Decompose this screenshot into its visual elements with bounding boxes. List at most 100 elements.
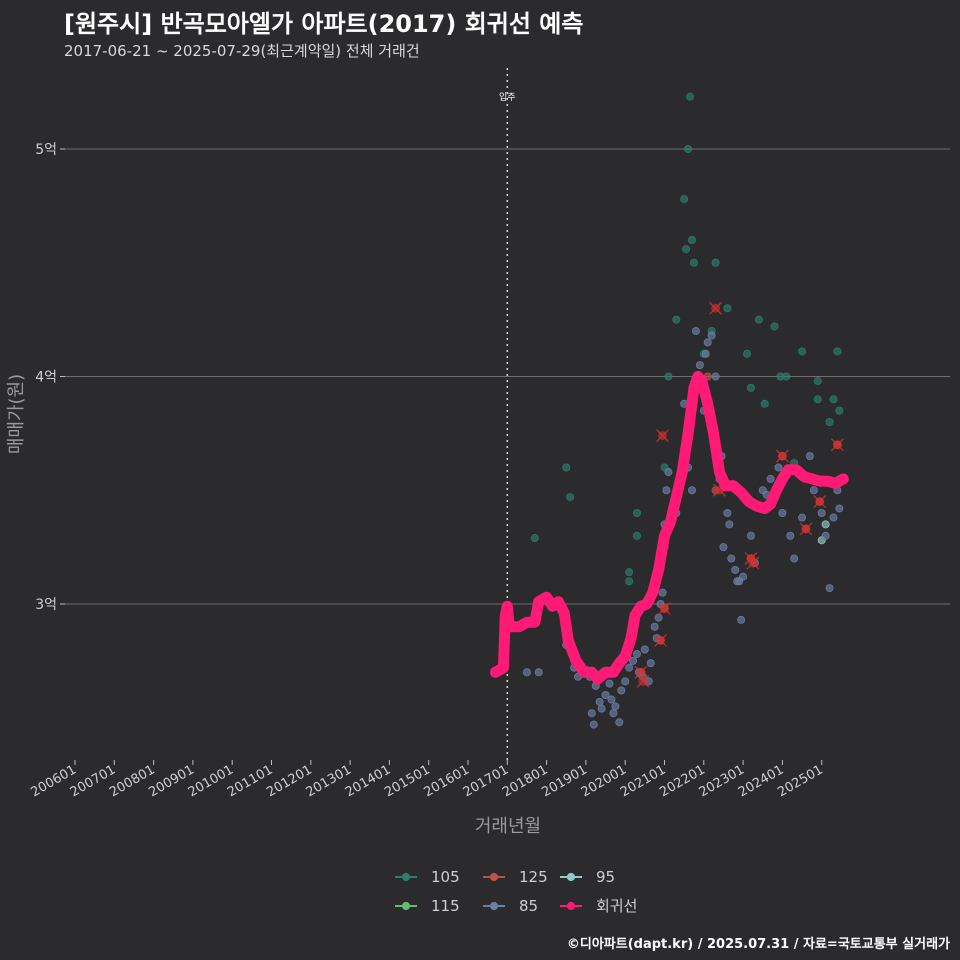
outlier-cross [709,301,723,315]
chart-subtitle: 2017-06-21 ~ 2025-07-29(최근계약일) 전체 거래건 [64,42,420,60]
point-85 [723,508,732,517]
legend-label-105: 105 [431,868,460,886]
point-85 [825,584,834,593]
point-85 [632,650,641,659]
point-85 [522,668,531,677]
point-105 [684,144,693,153]
point-85 [731,565,740,574]
legend-label-85: 85 [519,897,538,915]
point-105 [566,493,575,502]
point-105 [625,568,634,577]
point-85 [597,704,606,713]
point-85 [621,677,630,686]
point-85 [798,513,807,522]
legend-label-125: 125 [519,868,548,886]
point-105 [625,577,634,586]
point-105 [754,315,763,324]
point-85 [605,679,614,688]
point-85 [711,372,720,381]
point-105 [688,235,697,244]
point-85 [640,645,649,654]
point-105 [798,347,807,356]
point-85 [615,718,624,727]
point-85 [607,695,616,704]
point-105 [829,395,838,404]
y-tick-label: 4억 [35,370,57,386]
point-85 [691,326,700,335]
point-105 [813,395,822,404]
point-85 [766,474,775,483]
point-105 [770,322,779,331]
point-85 [790,554,799,563]
legend-label-회귀선: 회귀선 [596,897,637,915]
outlier-cross [636,674,650,688]
point-85 [629,656,638,665]
point-85 [662,486,671,495]
outlier-cross [830,438,844,452]
point-105 [672,315,681,324]
y-tick-label: 5억 [35,142,57,158]
point-85 [737,615,746,624]
point-85 [587,709,596,718]
outlier-cross [654,633,668,647]
point-105 [825,417,834,426]
x-axis-title: 거래년월 [475,816,541,837]
legend-marker-105 [401,872,411,882]
point-105 [723,304,732,313]
outlier-cross [746,556,760,570]
point-85 [625,663,634,672]
outlier-cross [656,429,669,443]
legend-marker-95 [566,872,576,882]
legend-marker-125 [489,872,499,882]
point-85 [589,720,598,729]
point-85 [609,709,618,718]
point-85 [534,668,543,677]
point-85 [654,613,663,622]
point-105 [835,406,844,415]
point-85 [664,468,673,477]
point-105 [680,195,689,204]
point-85 [601,691,610,700]
point-105 [760,399,769,408]
point-105 [833,347,842,356]
point-85 [658,588,667,597]
point-85 [611,702,620,711]
point-85 [809,486,818,495]
point-85 [835,504,844,513]
point-85 [695,361,704,370]
point-105 [743,349,752,358]
point-85 [650,622,659,631]
point-105 [711,258,720,267]
point-105 [686,92,695,101]
point-85 [805,452,814,461]
point-105 [813,377,822,386]
source-caption: ©디아파트(dapt.kr) / 2025.07.31 / 자료=국토교통부 실… [566,937,950,952]
point-85 [829,513,838,522]
point-85 [725,520,734,529]
point-85 [821,531,830,540]
point-85 [746,531,755,540]
point-105 [530,534,539,543]
legend-marker-115 [401,901,411,911]
y-tick-label: 3억 [35,597,57,613]
point-85 [688,486,697,495]
point-95 [821,520,830,529]
point-85 [739,572,748,581]
point-85 [703,338,712,347]
point-85 [719,543,728,552]
outlier-cross [799,522,813,536]
point-85 [617,686,626,695]
point-85 [778,508,787,517]
move-in-label: 입주 [499,91,516,103]
chart-title: [원주시] 반곡모아엘가 아파트(2017) 회귀선 예측 [64,10,584,38]
point-105 [562,463,571,472]
point-105 [632,508,641,517]
point-85 [727,554,736,563]
outlier-cross [813,495,827,509]
point-105 [782,372,791,381]
point-85 [817,508,826,517]
point-85 [707,331,716,340]
outlier-cross [775,449,789,463]
legend-label-95: 95 [596,868,615,886]
y-axis-title: 매매가(원) [6,374,27,454]
